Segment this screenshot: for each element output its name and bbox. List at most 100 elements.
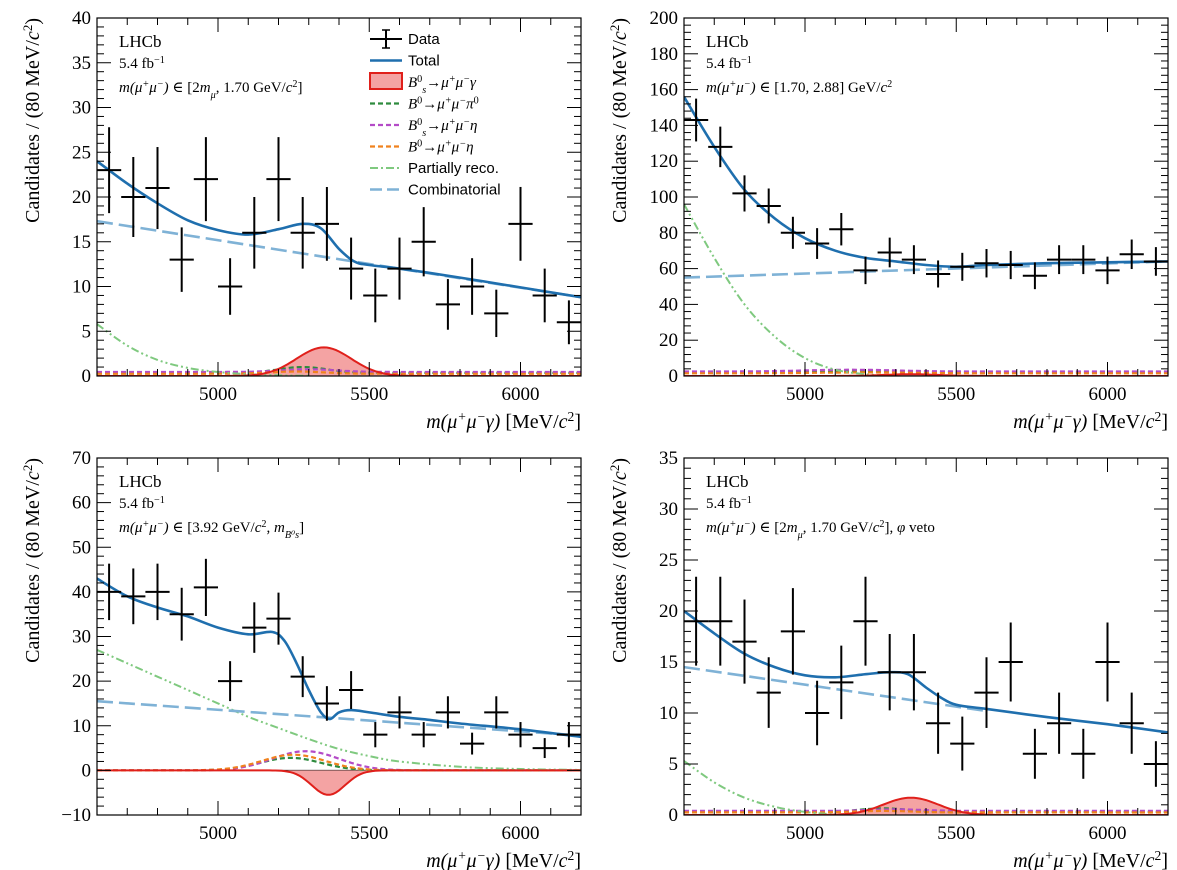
data-point bbox=[1071, 728, 1096, 779]
luminosity-label: 5.4 fb−1 bbox=[119, 495, 165, 513]
data-point bbox=[121, 568, 146, 625]
data-point bbox=[780, 588, 805, 675]
data-point bbox=[756, 188, 781, 224]
data-point bbox=[314, 186, 339, 261]
y-tick-label: 180 bbox=[650, 44, 679, 65]
y-tick-label: 80 bbox=[659, 223, 678, 244]
partially-reco-curve bbox=[97, 648, 581, 771]
data-point bbox=[732, 175, 757, 212]
plot-area bbox=[97, 558, 581, 796]
data-point bbox=[218, 258, 243, 315]
data-point bbox=[121, 156, 146, 238]
data-point bbox=[1071, 245, 1096, 275]
y-tick-label: 15 bbox=[659, 652, 678, 673]
data-point bbox=[1095, 256, 1120, 285]
signal-fill bbox=[97, 347, 581, 376]
y-tick-label: 5 bbox=[669, 754, 679, 775]
mass-range-label: m(μ+μ−) ∈ [2mμ, 1.70 GeV/c2], φ veto bbox=[706, 519, 935, 541]
luminosity-label: 5.4 fb−1 bbox=[119, 55, 165, 73]
data-point bbox=[484, 696, 509, 729]
y-tick-label: 0 bbox=[82, 366, 92, 387]
data-point bbox=[363, 268, 388, 323]
data-point bbox=[339, 237, 364, 300]
data-point bbox=[508, 186, 533, 261]
y-tick-label: −10 bbox=[61, 805, 91, 826]
x-tick-label: 5000 bbox=[199, 823, 237, 844]
y-tick-label: 140 bbox=[650, 115, 679, 136]
y-tick-label: 50 bbox=[72, 537, 91, 558]
signal-curve bbox=[97, 769, 581, 796]
data-point bbox=[1119, 692, 1144, 754]
data-point bbox=[901, 634, 926, 711]
legend-signal-marker bbox=[369, 72, 403, 90]
y-axis-title: Candidates / (80 MeV/c2) bbox=[20, 18, 45, 223]
data-point bbox=[1119, 239, 1144, 270]
data-point bbox=[1047, 692, 1072, 754]
data-point bbox=[460, 258, 485, 315]
y-tick-label: 30 bbox=[659, 499, 678, 520]
x-axis-title: m(μ+μ−γ) [MeV/c2] bbox=[426, 409, 581, 434]
y-tick-label: 30 bbox=[72, 627, 91, 648]
x-tick-label: 5500 bbox=[937, 384, 975, 405]
legend-label-b0-pi0: B0→μ+μ−π0 bbox=[408, 95, 479, 113]
y-tick-label: 10 bbox=[659, 703, 678, 724]
y-tick-label: 100 bbox=[650, 187, 679, 208]
data-point bbox=[460, 732, 485, 755]
y-tick-label: 20 bbox=[72, 671, 91, 692]
y-tick-label: 10 bbox=[72, 277, 91, 298]
plot-frame bbox=[96, 17, 582, 377]
legend-label-partially-reco: Partially reco. bbox=[408, 160, 499, 177]
data-point bbox=[435, 279, 460, 330]
y-tick-label: 10 bbox=[72, 716, 91, 737]
luminosity-label: 5.4 fb−1 bbox=[706, 495, 752, 513]
data-point bbox=[805, 228, 830, 259]
x-tick-label: 5500 bbox=[937, 823, 975, 844]
experiment-label: LHCb bbox=[119, 472, 162, 491]
y-tick-label: 30 bbox=[72, 98, 91, 119]
data-point bbox=[829, 645, 854, 720]
data-point bbox=[387, 696, 412, 729]
y-tick-label: 20 bbox=[659, 601, 678, 622]
y-tick-label: 70 bbox=[72, 448, 91, 469]
signal-fill bbox=[97, 770, 581, 795]
panel-bottom-left: 5000 5500 6000 −10 0 10 20 30 40 50 60 70 Candidates… bbox=[20, 448, 582, 870]
data-point bbox=[901, 245, 926, 275]
combinatorial-curve bbox=[97, 699, 581, 737]
data-point bbox=[1022, 262, 1047, 290]
legend-label-bs-eta: B0s→μ+μ−η bbox=[408, 117, 478, 139]
data-point bbox=[242, 602, 267, 653]
y-tick-label: 20 bbox=[72, 187, 91, 208]
y-tick-label: 120 bbox=[650, 151, 679, 172]
data-point bbox=[1095, 622, 1120, 702]
data-point bbox=[829, 213, 854, 246]
data-point bbox=[411, 722, 436, 748]
y-tick-label: 20 bbox=[659, 330, 678, 351]
y-tick-label: 25 bbox=[72, 142, 91, 163]
data-point bbox=[974, 657, 999, 728]
mass-range-label: m(μ+μ−) ∈ [1.70, 2.88] GeV/c2 bbox=[706, 79, 892, 97]
partially-reco-curve bbox=[97, 323, 309, 376]
data-point bbox=[435, 696, 460, 729]
data-point bbox=[926, 692, 951, 754]
y-tick-label: 40 bbox=[659, 294, 678, 315]
plot-area bbox=[97, 127, 581, 376]
data-point bbox=[266, 592, 291, 645]
panel-top-right: 5000 5500 6000 0 20 40 60 80 100 120 140 160 180 200 C… bbox=[607, 8, 1169, 433]
data-point bbox=[387, 237, 412, 300]
x-tick-label: 5000 bbox=[786, 823, 824, 844]
y-tick-label: 0 bbox=[669, 366, 679, 387]
plot-frame bbox=[96, 457, 582, 816]
signal-curve bbox=[684, 796, 1168, 815]
data-point bbox=[708, 576, 733, 666]
x-tick-label: 5000 bbox=[786, 384, 824, 405]
combinatorial-curve bbox=[684, 260, 1168, 279]
plot-area bbox=[684, 96, 1168, 376]
data-point bbox=[780, 216, 805, 249]
x-tick-label: 6000 bbox=[502, 823, 540, 844]
panel-top-left: 5000 5500 6000 0 5 10 15 20 25 30 35 40 Candidates /… bbox=[20, 8, 582, 433]
data-point bbox=[926, 260, 951, 288]
x-tick-label: 5500 bbox=[350, 823, 388, 844]
data-point bbox=[484, 289, 509, 338]
data-point bbox=[193, 137, 218, 222]
